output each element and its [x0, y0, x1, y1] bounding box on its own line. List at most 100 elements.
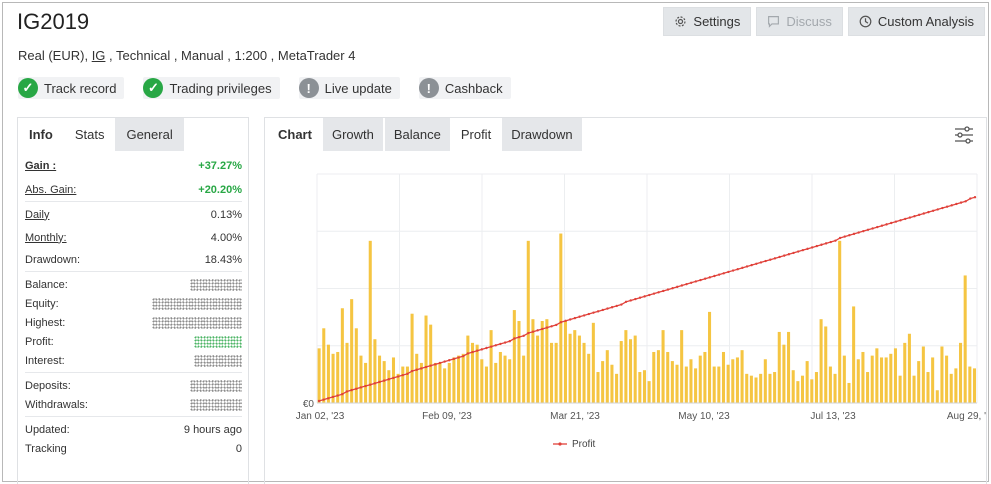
tab-growth[interactable]: Growth — [322, 118, 383, 151]
profit-bar — [326, 344, 330, 403]
discuss-label: Discuss — [786, 14, 832, 29]
profit-point — [596, 310, 600, 313]
profit-bar — [949, 373, 953, 403]
profit-bar — [549, 342, 554, 403]
badge-trading-privileges[interactable]: ✓ Trading privileges — [143, 77, 280, 99]
filter-settings-icon[interactable] — [954, 126, 974, 144]
profit-point — [341, 393, 344, 396]
profit-bar — [577, 335, 581, 403]
profit-point — [475, 349, 479, 352]
tab-balance[interactable]: Balance — [384, 118, 450, 151]
chat-icon — [768, 16, 780, 28]
profit-bar — [828, 366, 832, 403]
profit-point — [680, 284, 684, 287]
profit-bar — [884, 357, 888, 403]
updated-label: Updated: — [25, 423, 70, 436]
profit-point — [717, 273, 721, 276]
daily-label[interactable]: Daily — [25, 208, 50, 221]
profit-bar — [726, 364, 730, 403]
tab-chart[interactable]: Chart — [269, 118, 321, 151]
stats-list: Gain : +37.27% Abs. Gain: +20.20% Daily 0.1… — [18, 156, 248, 458]
custom-analysis-button[interactable]: Custom Analysis — [847, 7, 985, 36]
profit-bar — [926, 372, 930, 403]
profit-bar — [921, 346, 925, 403]
profit-bar — [787, 331, 791, 403]
profit-point — [522, 334, 525, 337]
profit-bar — [591, 322, 595, 403]
badge-live-update[interactable]: ! Live update — [298, 77, 400, 99]
abs-gain-label[interactable]: Abs. Gain: — [25, 183, 77, 196]
profit-bar — [587, 353, 591, 403]
badge-cashback[interactable]: ! Cashback — [418, 77, 511, 99]
tab-stats[interactable]: Stats — [63, 118, 116, 151]
interest-label: Interest: — [25, 354, 65, 367]
equity-value-blurred — [152, 297, 242, 310]
stats-tabs: Info Stats General — [18, 118, 248, 151]
profit-bar — [917, 361, 921, 403]
discuss-button[interactable]: Discuss — [756, 7, 843, 36]
profit-bar — [540, 321, 544, 403]
profit-point — [555, 323, 558, 327]
settings-button[interactable]: Settings — [663, 7, 752, 36]
broker-link[interactable]: IG — [91, 48, 106, 63]
profit-point — [578, 315, 581, 318]
profit-point — [471, 350, 474, 354]
profit-point — [485, 346, 488, 350]
profit-bar — [559, 233, 563, 403]
profit-bar — [624, 330, 628, 403]
profit-bar — [866, 372, 870, 403]
profit-point — [317, 399, 321, 403]
profit-point — [545, 326, 549, 329]
tracking-value: 0 — [235, 442, 242, 455]
profit-bar — [601, 361, 605, 403]
profit-point — [703, 277, 707, 280]
stat-row-balance: Balance: — [25, 275, 242, 294]
profit-point — [769, 258, 772, 261]
profit-bar — [703, 351, 707, 403]
profit-bar — [805, 361, 809, 403]
profit-point — [708, 276, 712, 279]
profit-bar — [382, 361, 386, 403]
tab-general[interactable]: General — [115, 118, 184, 151]
divider — [25, 271, 242, 272]
profit-bar — [661, 330, 665, 403]
profit-bar — [708, 311, 712, 403]
profit-bar — [354, 328, 358, 403]
tab-profit[interactable]: Profit — [451, 118, 501, 151]
profit-point — [601, 308, 605, 312]
profit-bar — [652, 351, 656, 403]
profit-point — [559, 320, 563, 324]
profit-point — [648, 293, 651, 297]
gain-label[interactable]: Gain : — [25, 159, 57, 172]
profit-point — [364, 384, 367, 388]
profit-bar — [498, 351, 502, 403]
tab-drawdown[interactable]: Drawdown — [502, 118, 582, 151]
profit-bar — [596, 372, 600, 403]
profit-bar — [898, 375, 902, 403]
tab-info[interactable]: Info — [18, 118, 64, 151]
profit-point — [894, 220, 898, 223]
highest-value-blurred — [152, 316, 242, 329]
profit-point — [652, 292, 656, 295]
y-tick-label: €0 — [303, 399, 315, 410]
profit-point — [359, 386, 363, 389]
stat-row-highest: Highest: — [25, 313, 242, 332]
profit-point — [396, 375, 400, 378]
profit-point — [917, 213, 921, 217]
profit-bar — [633, 335, 637, 403]
monthly-label[interactable]: Monthly: — [25, 231, 67, 244]
check-icon: ✓ — [143, 78, 164, 98]
profit-point — [350, 388, 353, 392]
profit-bar — [893, 348, 897, 403]
profit-bar — [968, 366, 972, 403]
profit-bar — [573, 330, 577, 403]
badge-track-record[interactable]: ✓ Track record — [18, 77, 125, 99]
profit-point — [964, 200, 967, 203]
profit-bar — [972, 368, 976, 403]
profit-point — [438, 361, 442, 365]
profit-bar — [536, 335, 540, 403]
profit-point — [508, 340, 511, 343]
profit-bar — [419, 362, 423, 403]
profit-bar — [638, 372, 642, 403]
profit-bar — [959, 342, 963, 403]
